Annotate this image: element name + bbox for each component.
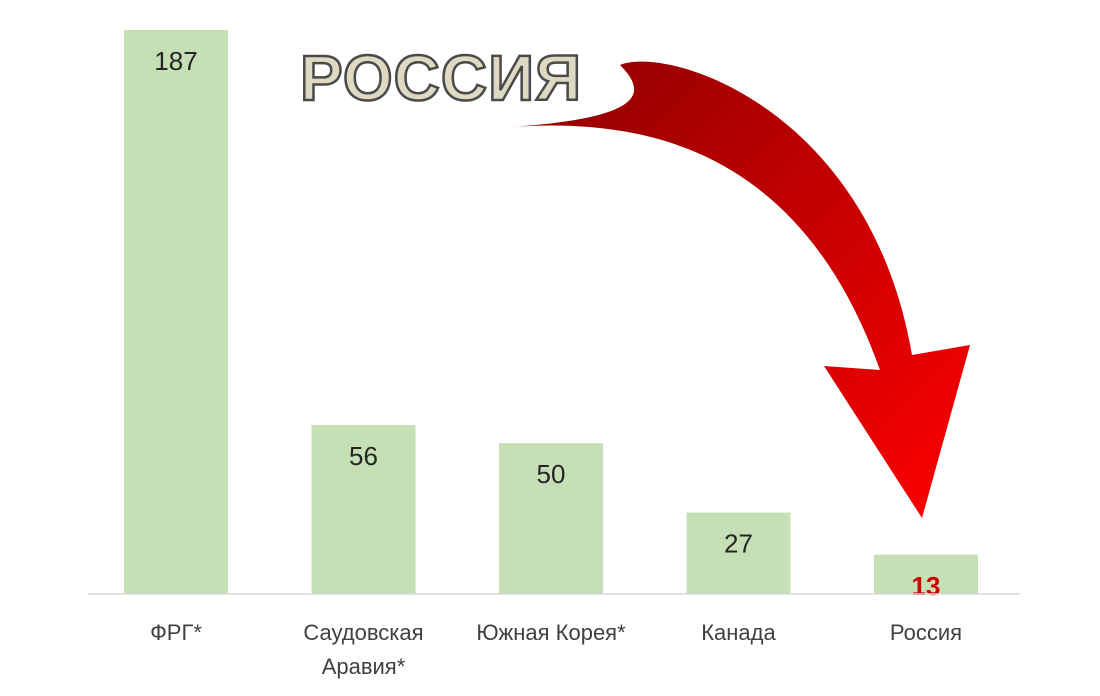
bar-5	[874, 554, 978, 594]
x-tick-label-3: Южная Корея*	[476, 620, 626, 645]
bar-2	[311, 425, 416, 594]
bars-group: 187 56 50 27 13	[124, 30, 978, 601]
bar-4	[686, 512, 791, 594]
bar-1	[124, 30, 228, 594]
x-tick-label-1: ФРГ*	[150, 620, 202, 645]
value-label-1: 187	[154, 46, 197, 76]
value-label-5: 13	[912, 571, 941, 601]
annotation-headline: РОССИЯ	[300, 42, 582, 114]
value-label-2: 56	[349, 441, 378, 471]
x-tick-label-5: Россия	[890, 620, 962, 645]
value-label-3: 50	[537, 459, 566, 489]
bar-3	[499, 443, 603, 594]
x-tick-labels: ФРГ* Саудовская Аравия* Южная Корея* Канада Р…	[150, 620, 962, 679]
x-tick-label-4: Канада	[701, 620, 776, 645]
x-tick-label-2: Саудовская Аравия*	[303, 620, 423, 679]
curved-arrow-annotation	[512, 61, 970, 518]
value-label-4: 27	[724, 529, 753, 559]
